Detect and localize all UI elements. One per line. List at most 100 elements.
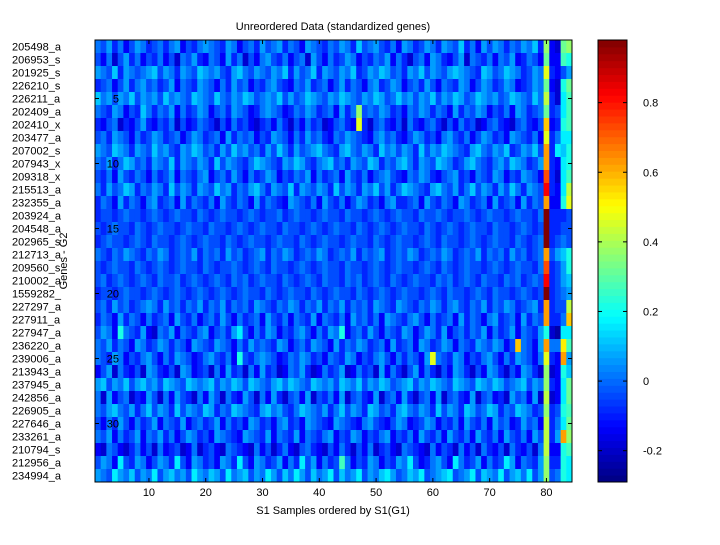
x-tick-label: 70 [484,487,496,499]
heatmap-cell [333,222,340,236]
heatmap-cell [452,287,459,301]
heatmap-cell [117,248,124,262]
heatmap-cell [134,274,141,288]
heatmap-cell [208,339,215,353]
heatmap-cell [498,443,505,457]
heatmap-cell [134,66,141,80]
heatmap-cell [231,157,238,171]
heatmap-cell [293,261,300,275]
heatmap-cell [469,144,476,158]
heatmap-cell [310,144,317,158]
heatmap-cell [418,313,425,327]
heatmap-cell [134,430,141,444]
colorbar-segment [598,115,627,124]
heatmap-cell [231,53,238,67]
heatmap-cell [447,300,454,314]
heatmap-cell [106,131,113,145]
heatmap-cell [344,79,351,93]
heatmap-cell [356,313,363,327]
heatmap-cell [390,287,397,301]
heatmap-cell [106,144,113,158]
heatmap-cell [475,222,482,236]
heatmap-cell [549,365,556,379]
heatmap-cell [163,404,170,418]
heatmap-cell [276,196,283,210]
heatmap-cell [486,313,493,327]
heatmap-cell [254,261,261,275]
heatmap-cell [373,443,380,457]
heatmap-cell [367,261,374,275]
heatmap-cell [452,105,459,119]
heatmap-cell [543,378,550,392]
heatmap-cell [322,313,329,327]
heatmap-cell [344,391,351,405]
heatmap-cell [288,40,295,54]
heatmap-cell [157,261,164,275]
heatmap-cell [225,144,232,158]
heatmap-cell [185,118,192,132]
heatmap-cell [117,313,124,327]
heatmap-cell [515,157,522,171]
heatmap-cell [515,365,522,379]
heatmap-cell [554,105,562,119]
heatmap-cell [378,313,386,327]
heatmap-cell [378,326,386,340]
heatmap-cell [163,196,170,210]
heatmap-cell [191,105,198,119]
heatmap-cell [367,313,374,327]
heatmap-cell [236,170,244,184]
heatmap-cell [492,391,499,405]
heatmap-cell [146,209,153,223]
heatmap-cell [271,352,278,366]
heatmap-cell [180,118,187,132]
heatmap-cell [225,417,232,431]
heatmap-cell [265,261,272,275]
heatmap-cell [236,456,244,470]
heatmap-cell [566,131,573,145]
heatmap-cell [242,456,249,470]
heatmap-cell [95,196,102,210]
heatmap-cell [134,183,141,197]
heatmap-cell [219,40,227,54]
heatmap-cell [543,287,550,301]
heatmap-cell [554,469,562,483]
heatmap-cell [106,339,113,353]
heatmap-cell [543,131,550,145]
heatmap-cell [549,66,556,80]
heatmap-cell [146,339,153,353]
heatmap-cell [236,53,244,67]
heatmap-cell [163,469,170,483]
heatmap-cell [140,339,147,353]
heatmap-cell [367,209,374,223]
heatmap-cell [458,131,465,145]
heatmap-cell [299,287,306,301]
heatmap-cell [231,287,238,301]
heatmap-cell [566,66,573,80]
heatmap-cell [350,326,357,340]
heatmap-cell [146,404,153,418]
heatmap-cell [95,79,102,93]
heatmap-cell [430,287,437,301]
heatmap-cell [276,66,283,80]
heatmap-cell [464,456,471,470]
heatmap-cell [344,235,351,249]
heatmap-cell [322,248,329,262]
heatmap-cell [373,469,380,483]
heatmap-cell [509,235,516,249]
heatmap-cell [174,66,181,80]
heatmap-cell [526,118,533,132]
heatmap-cell [231,313,238,327]
heatmap-cell [191,404,198,418]
heatmap-cell [282,66,289,80]
heatmap-cell [236,131,244,145]
heatmap-cell [560,339,567,353]
heatmap-cell [537,287,545,301]
heatmap-cell [185,183,192,197]
heatmap-cell [259,105,266,119]
heatmap-cell [554,196,562,210]
heatmap-cell [503,391,510,405]
heatmap-cell [214,469,221,483]
heatmap-cell [305,144,312,158]
heatmap-cell [418,352,425,366]
heatmap-cell [554,131,562,145]
